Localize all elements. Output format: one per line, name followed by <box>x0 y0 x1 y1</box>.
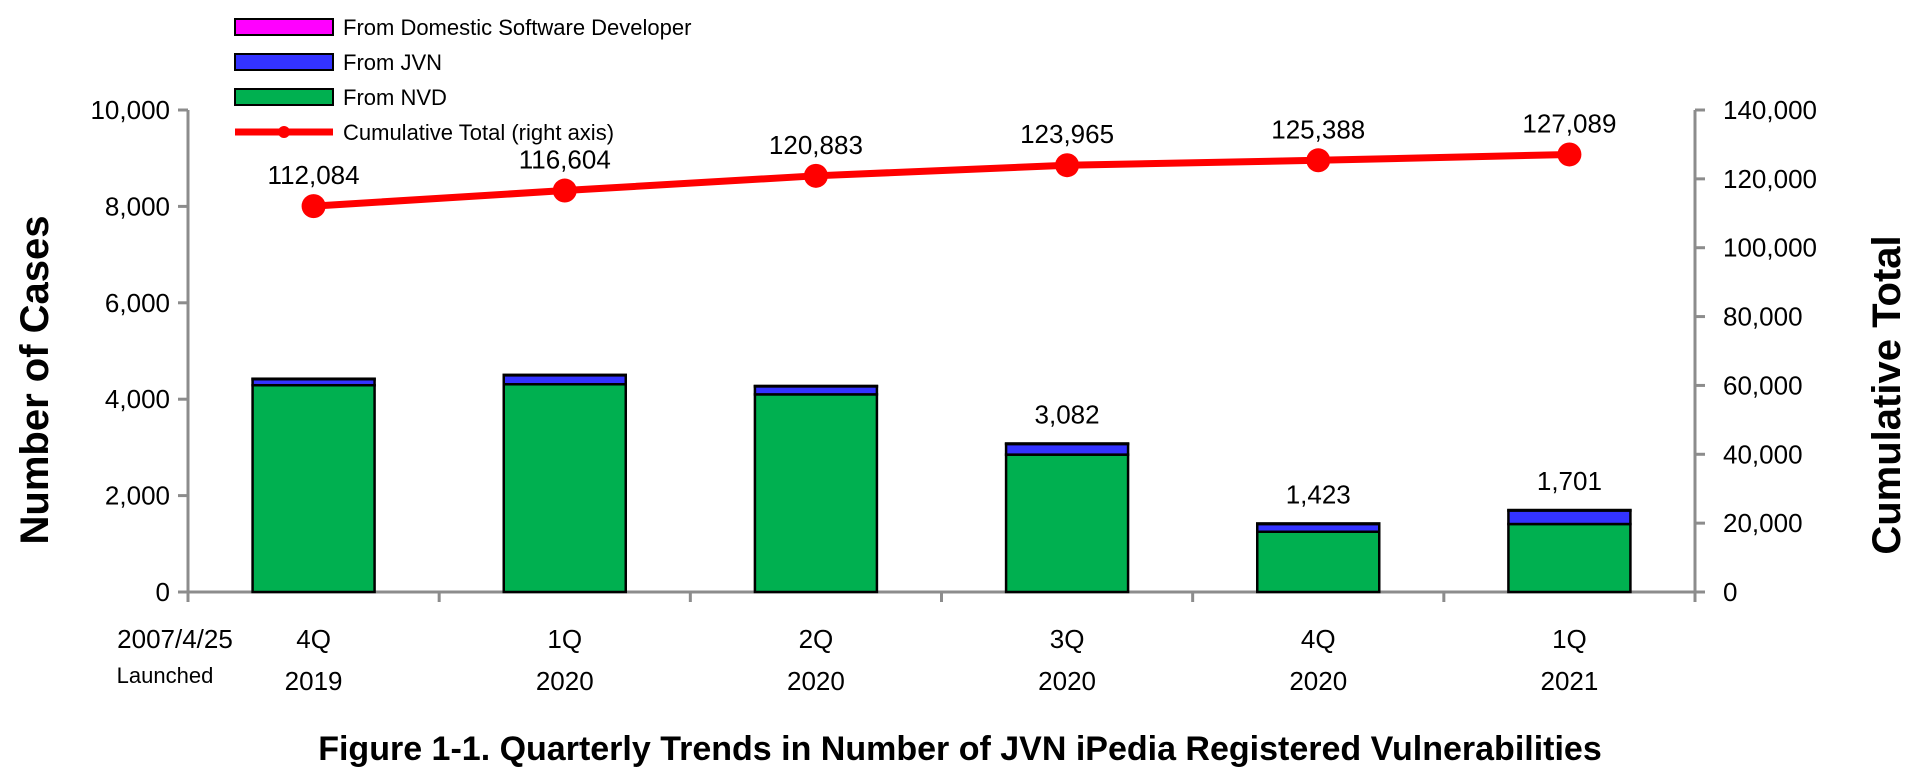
bar-segment-from-domestic-software-developer <box>1004 442 1130 446</box>
bar-segment-from-nvd <box>251 383 376 594</box>
cumulative-label: 127,089 <box>1522 108 1616 138</box>
bar-segment-from-nvd <box>1256 530 1381 594</box>
y2-tick-label: 20,000 <box>1723 508 1803 538</box>
y-tick-label: 6,000 <box>105 288 170 318</box>
x-tick-label-year: 2020 <box>1289 666 1347 696</box>
x-tick-label-quarter: 4Q <box>296 624 331 654</box>
bar-segment-from-jvn <box>1004 442 1130 456</box>
bar-segment-from-jvn <box>1507 509 1632 526</box>
cumulative-point <box>1557 142 1582 167</box>
legend-swatch <box>234 18 334 36</box>
legend-label: From JVN <box>343 50 442 75</box>
axes: 0 2,000 4,000 6,000 8,000 10,000 0 20,000 40,000… <box>90 95 1817 696</box>
cumulative-label: 123,965 <box>1020 119 1114 149</box>
y-tick-label: 4,000 <box>105 384 170 414</box>
bar-segment-from-nvd <box>1507 522 1632 594</box>
data-labels: 3,082 1,423 1,701 112,084 116,604 120,883 123,… <box>268 108 1617 509</box>
y2-tick-label: 120,000 <box>1723 164 1817 194</box>
y2-axis-title: Cumulative Total <box>1865 235 1909 554</box>
bar-segment-from-domestic-software-developer <box>502 373 627 377</box>
legend-swatch <box>234 53 334 71</box>
cumulative-point <box>1055 153 1080 178</box>
y-tick-label: 0 <box>156 577 170 607</box>
bar-segment-from-nvd <box>1004 453 1130 594</box>
y2-tick-label: 60,000 <box>1723 370 1803 400</box>
cumulative-label: 120,883 <box>769 130 863 160</box>
legend-swatch <box>234 88 334 106</box>
x-tick-label-year: 2021 <box>1540 666 1598 696</box>
x-tick-label-quarter: 1Q <box>547 624 582 654</box>
cumulative-line-path <box>313 150 1570 210</box>
cumulative-label: 116,604 <box>519 145 611 175</box>
x-tick-label-year: 2020 <box>787 666 845 696</box>
cumulative-label: 125,388 <box>1271 114 1365 144</box>
figure-caption: Figure 1-1. Quarterly Trends in Number o… <box>318 730 1602 768</box>
cumulative-point <box>1306 148 1331 173</box>
cumulative-label: 112,084 <box>268 160 360 190</box>
legend-label: From Domestic Software Developer <box>343 15 691 40</box>
x-tick-label-quarter: 3Q <box>1050 624 1085 654</box>
y-axis-title: Number of Cases <box>13 216 57 545</box>
cumulative-point <box>552 178 577 203</box>
x-tick-label-year: 2020 <box>1038 666 1096 696</box>
bar-total-label: 3,082 <box>1035 399 1100 429</box>
x-tick-label-year: 2020 <box>536 666 594 696</box>
bar-total-label: 1,701 <box>1537 466 1602 496</box>
y2-tick-label: 40,000 <box>1723 439 1803 469</box>
cumulative-line <box>301 142 1582 219</box>
legend: From Domestic Software Developer From JVN… <box>234 15 691 145</box>
launch-date: 2007/4/25 <box>117 624 233 654</box>
legend-label: Cumulative Total (right axis) <box>343 120 614 145</box>
y2-tick-label: 0 <box>1723 577 1737 607</box>
y2-tick-label: 100,000 <box>1723 233 1817 263</box>
legend-label: From NVD <box>343 85 447 110</box>
cumulative-point <box>803 163 828 188</box>
x-tick-label-quarter: 4Q <box>1301 624 1336 654</box>
launch-text: Launched <box>117 663 214 688</box>
x-tick-label-quarter: 1Q <box>1552 624 1587 654</box>
bar-segment-from-domestic-software-developer <box>251 377 376 381</box>
cumulative-point <box>301 194 326 219</box>
x-tick-label-quarter: 2Q <box>799 624 834 654</box>
bar-segment-from-nvd <box>753 393 879 594</box>
y-tick-label: 8,000 <box>105 191 170 221</box>
bar-total-label: 1,423 <box>1286 479 1351 509</box>
bar-segment-from-nvd <box>502 383 627 594</box>
y2-tick-label: 80,000 <box>1723 302 1803 332</box>
y-tick-label: 10,000 <box>90 95 170 125</box>
legend-line-marker <box>278 126 290 138</box>
bar-segment-from-domestic-software-developer <box>753 384 879 388</box>
bars <box>251 373 1632 594</box>
x-tick-label-year: 2019 <box>285 666 343 696</box>
y-tick-label: 2,000 <box>105 481 170 511</box>
y2-tick-label: 140,000 <box>1723 95 1817 125</box>
bar-segment-from-domestic-software-developer <box>1507 508 1632 512</box>
bar-segment-from-domestic-software-developer <box>1256 522 1381 526</box>
